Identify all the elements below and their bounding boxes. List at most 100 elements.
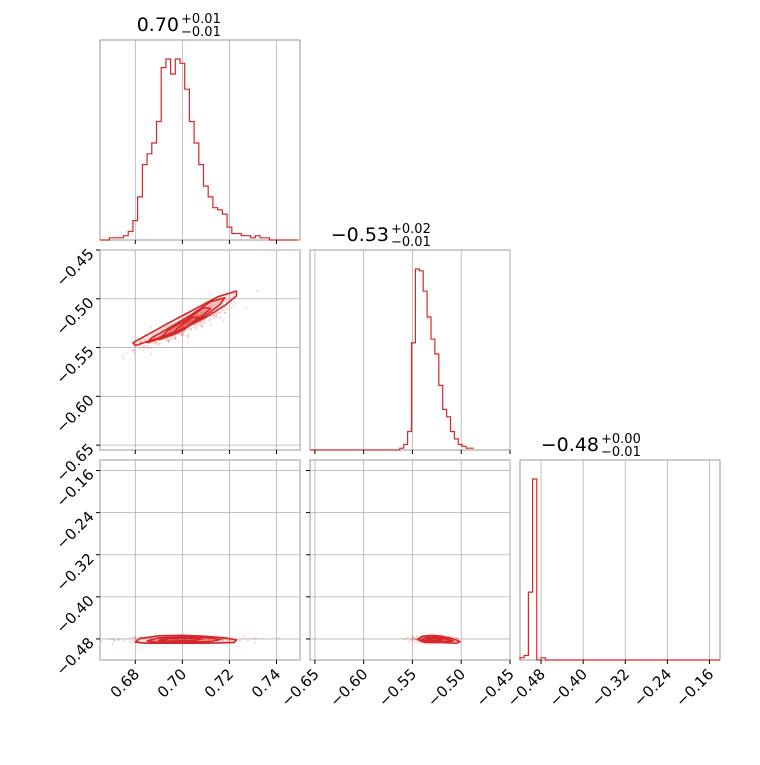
sample-point <box>179 334 183 337</box>
x-tick-label: −0.24 <box>630 665 675 710</box>
title-lower: −0.01 <box>391 235 431 250</box>
sample-point <box>186 341 189 344</box>
sample-point <box>171 336 175 339</box>
sample-point <box>228 639 231 642</box>
y-tick-label: −0.48 <box>52 634 97 679</box>
sample-point <box>201 325 204 328</box>
sample-point <box>190 328 193 331</box>
sample-point <box>143 345 146 348</box>
sample-point <box>132 352 136 355</box>
sample-point <box>454 637 458 640</box>
sample-point <box>161 328 164 331</box>
sample-point <box>126 351 129 354</box>
sample-point <box>412 636 415 639</box>
sample-point <box>134 636 137 639</box>
sample-point <box>215 314 218 317</box>
sample-point <box>187 333 190 336</box>
scatter-points <box>100 289 460 648</box>
sample-point <box>219 312 222 315</box>
sample-point <box>148 346 151 349</box>
sample-point <box>214 312 217 315</box>
contour-lines <box>132 290 462 645</box>
sample-point <box>150 346 153 349</box>
sample-point <box>215 316 218 319</box>
title-value: −0.48 <box>541 434 599 456</box>
sample-point <box>277 637 280 640</box>
sample-point <box>226 308 229 311</box>
sample-point <box>157 343 161 346</box>
sample-point <box>200 326 203 329</box>
sample-point <box>188 327 191 330</box>
sample-point <box>244 306 247 309</box>
sample-point <box>201 637 204 641</box>
sample-point <box>165 338 168 341</box>
sample-point <box>200 320 203 323</box>
sample-point <box>167 339 170 342</box>
sample-point <box>146 344 149 347</box>
sample-point <box>163 645 166 648</box>
sample-point <box>121 354 125 357</box>
sample-point <box>181 326 184 329</box>
sample-point <box>150 353 153 356</box>
sample-point <box>221 310 224 313</box>
x-tick-label: −0.65 <box>277 665 322 710</box>
sample-point <box>166 325 169 329</box>
sample-point <box>133 349 136 352</box>
sample-point <box>174 337 177 340</box>
x-tick-label: −0.32 <box>588 665 633 710</box>
sample-point <box>117 639 120 642</box>
sample-point <box>232 304 235 308</box>
panel-frames <box>99 39 721 661</box>
sample-point <box>203 638 207 641</box>
sample-point <box>138 347 141 350</box>
sample-point <box>122 357 125 360</box>
sample-point <box>209 324 212 327</box>
sample-point <box>203 322 206 325</box>
sample-point <box>203 320 206 323</box>
sample-point <box>132 635 135 639</box>
sample-point <box>167 341 170 344</box>
sample-point <box>456 637 459 640</box>
sample-point <box>170 338 174 341</box>
sample-point <box>158 342 161 345</box>
sample-point <box>203 638 206 641</box>
x-tick-label: −0.16 <box>672 665 717 710</box>
sample-point <box>410 637 413 640</box>
x-tick-label: −0.55 <box>375 665 420 710</box>
sample-point <box>199 320 202 323</box>
histogram-0 <box>100 58 298 241</box>
sample-point <box>222 319 225 322</box>
sample-point <box>129 636 132 639</box>
sample-point <box>195 327 198 330</box>
sample-point <box>413 638 416 641</box>
sample-point <box>186 638 189 641</box>
sample-point <box>229 306 232 309</box>
title-upper: +0.01 <box>181 12 221 27</box>
title-value: 0.70 <box>137 14 179 36</box>
sample-point <box>189 327 192 331</box>
sample-point <box>153 639 157 642</box>
sample-point <box>113 640 116 643</box>
sample-point <box>194 326 197 329</box>
sample-point <box>197 322 200 325</box>
sample-point <box>153 340 157 344</box>
contour-level-2 <box>158 637 202 642</box>
sample-point <box>167 340 170 343</box>
x-tick-label: 0.70 <box>154 665 190 701</box>
sample-point <box>256 289 259 292</box>
histogram-1 <box>310 268 474 451</box>
sample-point <box>174 335 177 338</box>
sample-point <box>141 344 144 347</box>
sample-point <box>179 327 182 330</box>
sample-point <box>173 336 177 339</box>
sample-point <box>185 334 188 338</box>
sample-point <box>179 332 182 336</box>
sample-point <box>148 342 151 345</box>
sample-point <box>173 338 177 341</box>
sample-point <box>220 638 223 642</box>
sample-point <box>254 637 258 640</box>
sample-point <box>254 641 257 644</box>
sample-point <box>252 637 256 640</box>
sample-point <box>187 321 190 324</box>
